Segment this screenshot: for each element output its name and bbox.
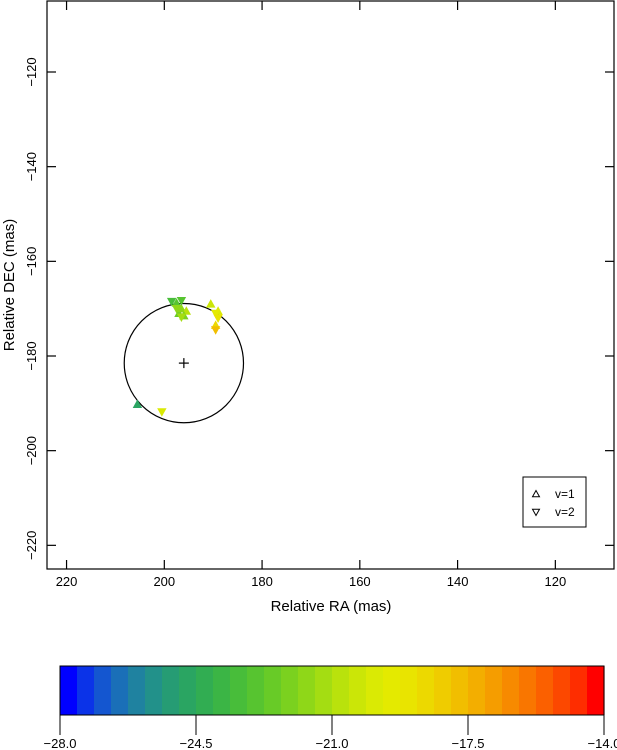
legend-triangle-up-icon bbox=[531, 489, 541, 498]
colorbar-swatch bbox=[400, 666, 418, 715]
x-axis-title: Relative RA (mas) bbox=[271, 598, 392, 615]
x-tick-label: 140 bbox=[447, 574, 469, 589]
x-tick-label: 180 bbox=[251, 574, 273, 589]
colorbar-swatch bbox=[128, 666, 146, 715]
colorbar-tick-label: −14.0 bbox=[588, 736, 617, 750]
x-tick-label: 220 bbox=[56, 574, 78, 589]
colorbar-swatch bbox=[298, 666, 316, 715]
y-tick-label: −220 bbox=[24, 531, 39, 560]
legend-label: v=1 bbox=[555, 487, 575, 501]
colorbar-swatch bbox=[349, 666, 367, 715]
legend-triangle-down-icon bbox=[531, 508, 541, 517]
legend-entries: v=1v=2 bbox=[531, 487, 575, 519]
colorbar-swatch bbox=[519, 666, 537, 715]
y-axis-title: Relative DEC (mas) bbox=[1, 219, 18, 352]
colorbar-swatch bbox=[553, 666, 571, 715]
colorbar-swatch bbox=[332, 666, 350, 715]
v2-maser-spot bbox=[210, 309, 221, 319]
colorbar-swatch bbox=[60, 666, 78, 715]
colorbar-swatch bbox=[94, 666, 112, 715]
data-points-layer bbox=[132, 296, 223, 417]
colorbar-swatch bbox=[247, 666, 265, 715]
colorbar-swatch bbox=[536, 666, 554, 715]
v2-maser-spot bbox=[213, 314, 223, 323]
reference-circle bbox=[123, 302, 245, 424]
plot-frame bbox=[46, 0, 615, 570]
y-tick-label: −120 bbox=[24, 57, 39, 86]
x-tick-label: 160 bbox=[349, 574, 371, 589]
legend: v=1v=2 bbox=[522, 476, 587, 528]
y-tick-label: −140 bbox=[24, 152, 39, 181]
x-tick-label: 120 bbox=[544, 574, 566, 589]
colorbar-swatch bbox=[468, 666, 486, 715]
legend-box bbox=[522, 476, 587, 528]
colorbar-swatch bbox=[570, 666, 588, 715]
v2-maser-spot bbox=[157, 408, 167, 417]
v2-maser-spot bbox=[210, 326, 221, 335]
v2-maser-spot bbox=[166, 297, 177, 307]
y-tick-label: −200 bbox=[24, 436, 39, 465]
v2-maser-spot bbox=[171, 305, 182, 314]
legend-label: v=2 bbox=[555, 505, 575, 519]
colorbar-swatch bbox=[213, 666, 231, 715]
colorbar-tick-label: −21.0 bbox=[316, 736, 349, 750]
colorbar-swatch bbox=[162, 666, 180, 715]
v2-maser-spot bbox=[176, 296, 187, 306]
colorbar-swatch bbox=[366, 666, 384, 715]
colorbar-swatch bbox=[417, 666, 435, 715]
y-tick-label: −160 bbox=[24, 247, 39, 276]
colorbar-swatch bbox=[281, 666, 299, 715]
x-tick-label: 200 bbox=[153, 574, 175, 589]
axis-ticks: 220 200 180 160 140 120 −120 −140 −160 −180 −200 −2… bbox=[24, 1, 614, 589]
colorbar-swatch bbox=[485, 666, 503, 715]
colorbar-tick-label: −17.5 bbox=[452, 736, 485, 750]
colorbar-swatch bbox=[264, 666, 282, 715]
colorbar-swatch bbox=[383, 666, 401, 715]
colorbar-swatch bbox=[77, 666, 95, 715]
v2-maser-spot bbox=[176, 313, 187, 323]
colorbar: −28.0 −24.5 −21.0 −17.5 −14.0 bbox=[44, 665, 617, 750]
v1-maser-spot bbox=[132, 399, 143, 408]
colorbar-swatch bbox=[502, 666, 520, 715]
colorbar-swatch bbox=[434, 666, 452, 715]
v1-maser-spot bbox=[206, 299, 216, 308]
colorbar-swatch bbox=[315, 666, 333, 715]
colorbar-tick-label: −24.5 bbox=[180, 736, 213, 750]
y-tick-label: −180 bbox=[24, 341, 39, 370]
colorbar-tick-label: −28.0 bbox=[44, 736, 77, 750]
colorbar-swatch bbox=[451, 666, 469, 715]
colorbar-swatch bbox=[111, 666, 129, 715]
reference-circle-layer bbox=[123, 302, 245, 424]
colorbar-swatch bbox=[179, 666, 197, 715]
colorbar-swatch bbox=[587, 666, 605, 715]
colorbar-swatch bbox=[145, 666, 163, 715]
colorbar-swatch bbox=[196, 666, 214, 715]
colorbar-swatch bbox=[230, 666, 248, 715]
